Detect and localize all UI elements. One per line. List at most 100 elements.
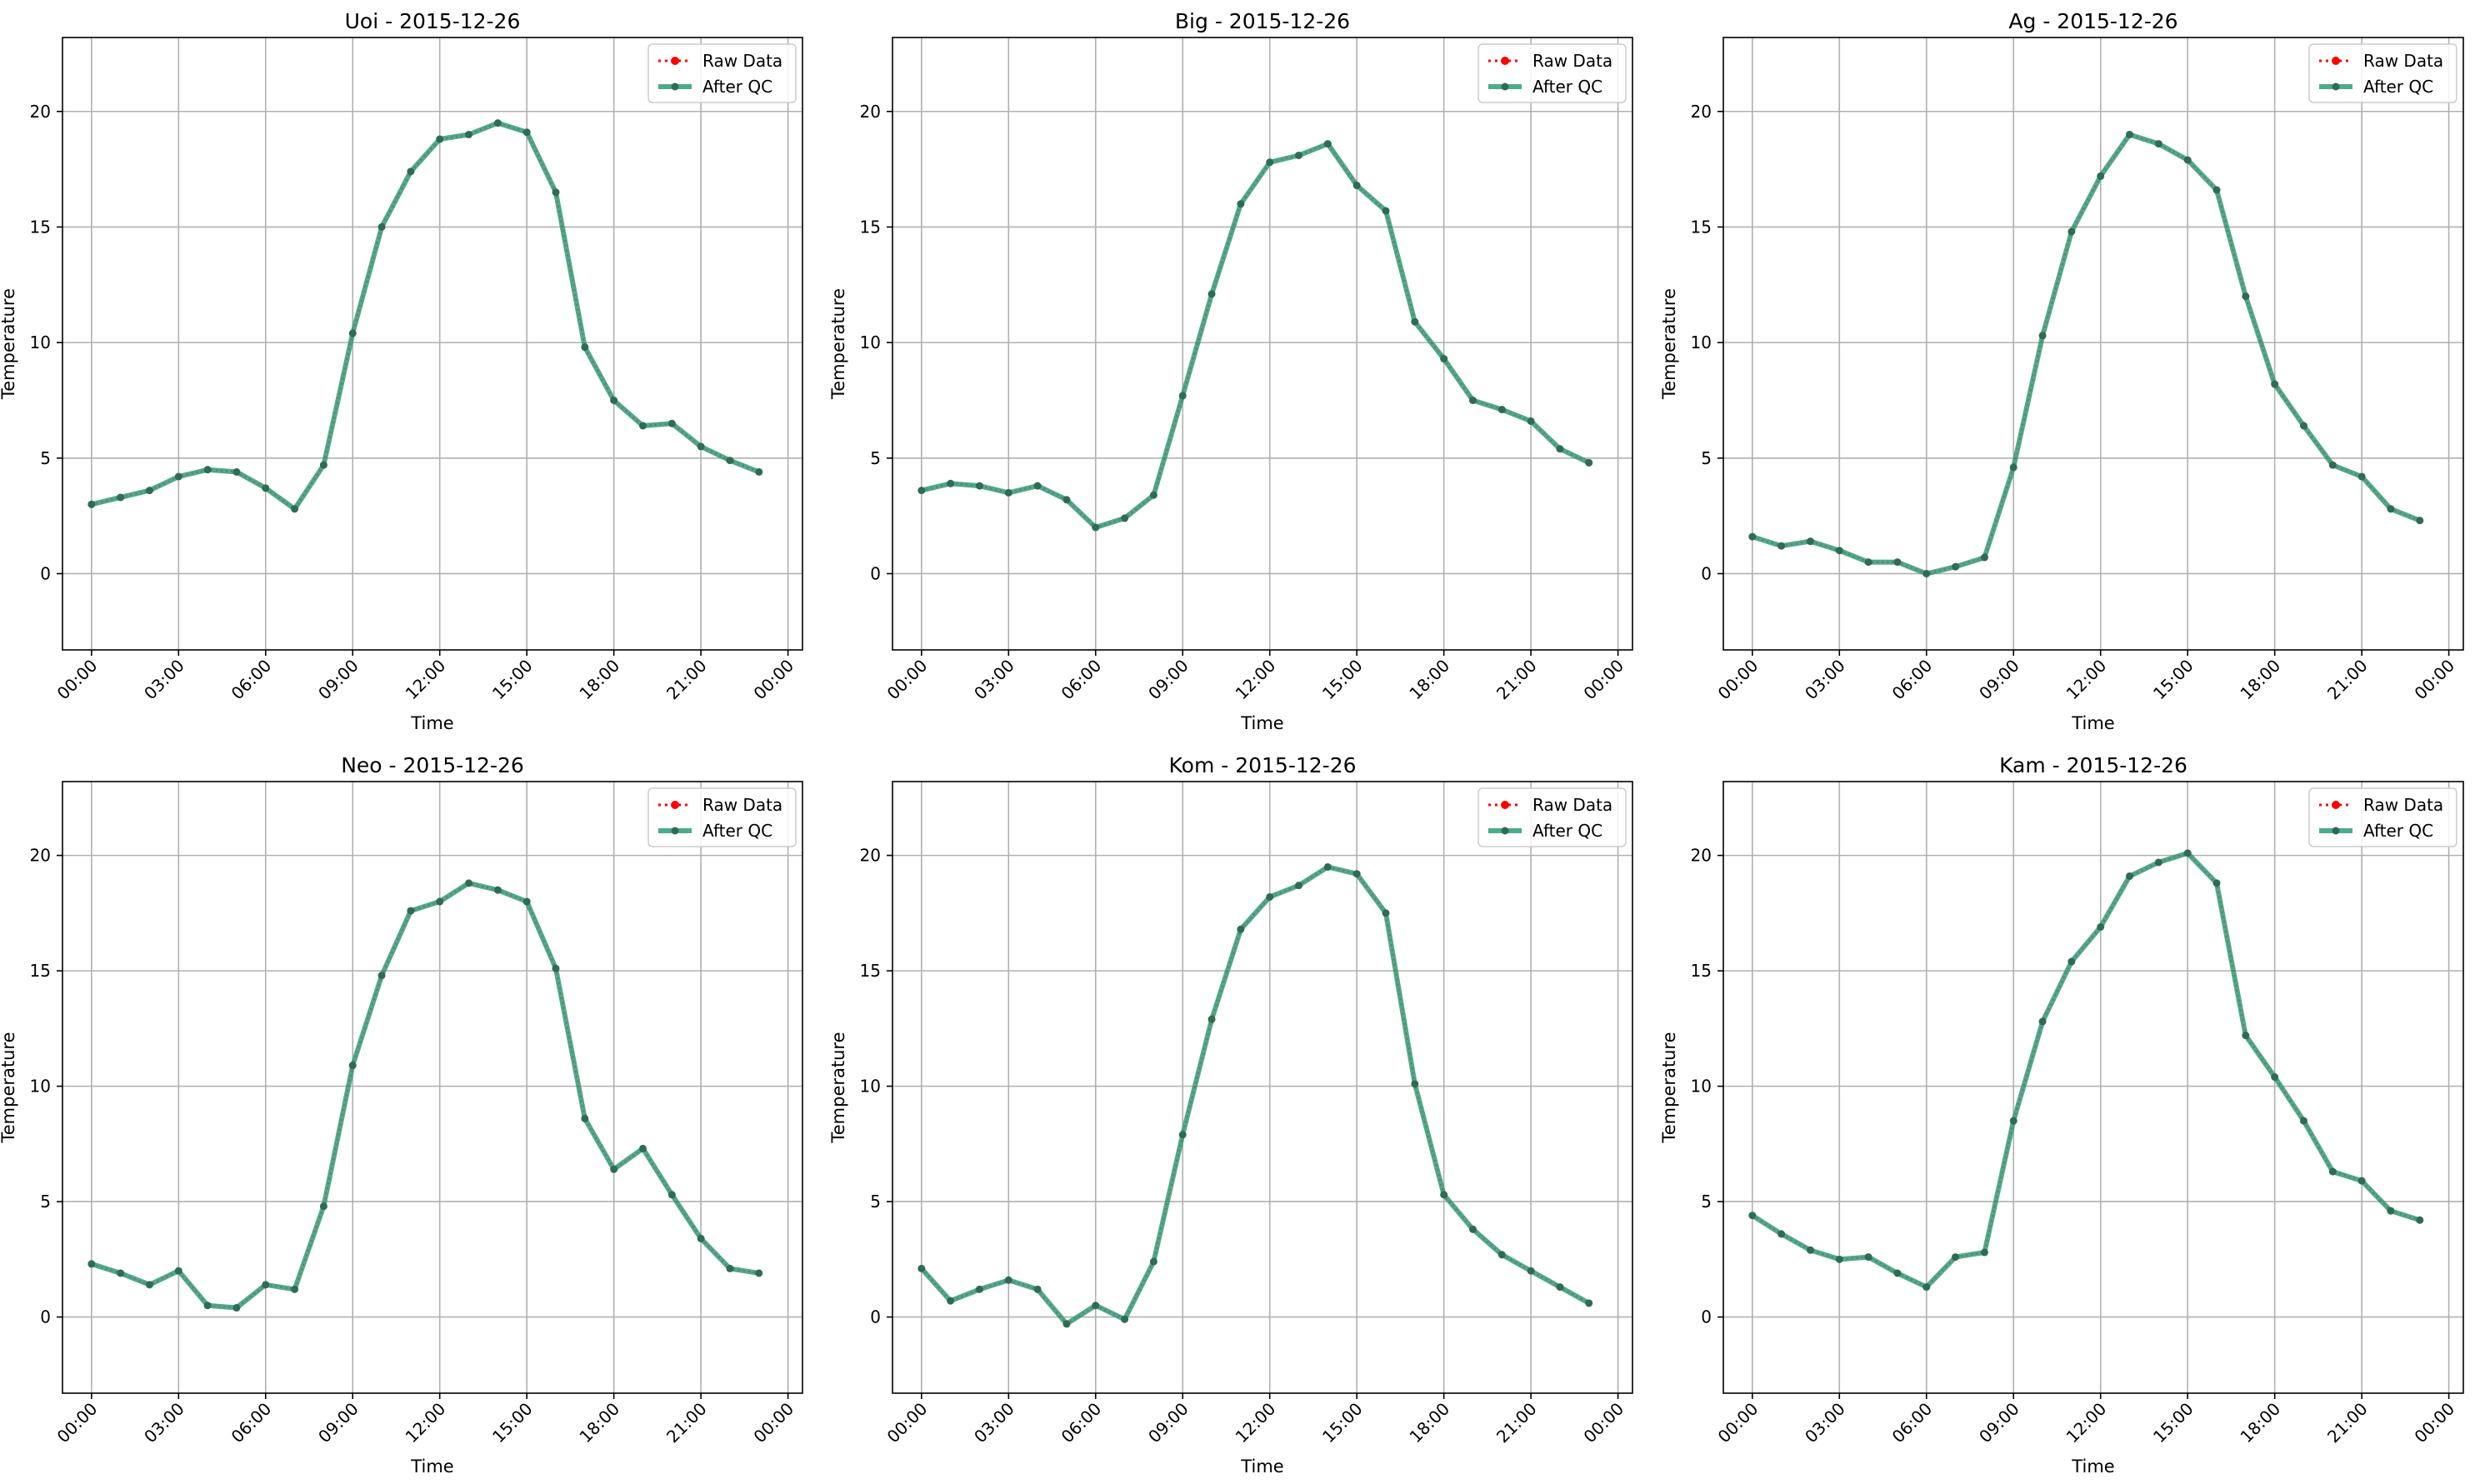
data-point xyxy=(378,972,386,980)
x-tick-label: 00:00 xyxy=(749,1399,798,1447)
legend-marker-qc xyxy=(2332,82,2340,91)
x-tick-label: 15:00 xyxy=(1318,1399,1367,1447)
data-point xyxy=(88,500,96,508)
data-point xyxy=(1498,406,1506,414)
y-tick-label: 10 xyxy=(860,332,881,352)
data-point xyxy=(1323,140,1332,148)
legend-marker-raw xyxy=(671,801,679,809)
data-point xyxy=(1893,1269,1902,1277)
legend: Raw Data After QC xyxy=(648,787,797,847)
data-point xyxy=(1062,496,1071,504)
x-tick-label: 03:00 xyxy=(1801,656,1849,704)
x-tick-label: 09:00 xyxy=(1144,656,1192,704)
data-point xyxy=(1527,417,1535,425)
data-point xyxy=(1864,558,1872,567)
data-point xyxy=(1149,1257,1158,1266)
subplot-title: Ag - 2015-12-26 xyxy=(2008,9,2178,33)
data-point xyxy=(319,1202,328,1211)
data-point xyxy=(348,1062,357,1070)
y-axis-label: Temperature xyxy=(0,1032,18,1143)
y-tick-label: 15 xyxy=(860,217,881,237)
data-point xyxy=(2126,872,2134,881)
subplot-title: Kam - 2015-12-26 xyxy=(1999,753,2188,777)
y-tick-label: 20 xyxy=(30,102,51,122)
legend-label-qc: After QC xyxy=(702,77,772,97)
x-axis-label: Time xyxy=(2071,1457,2114,1477)
legend-label-raw: Raw Data xyxy=(702,51,782,71)
data-point xyxy=(1835,547,1843,555)
data-point xyxy=(726,1264,734,1272)
x-axis-label: Time xyxy=(2071,713,2114,733)
y-tick-label: 10 xyxy=(860,1077,881,1097)
x-tick-label: 06:00 xyxy=(1888,1399,1937,1447)
data-point xyxy=(2183,849,2192,857)
y-tick-label: 15 xyxy=(1691,961,1712,981)
data-point xyxy=(1178,1131,1187,1139)
x-tick-label: 03:00 xyxy=(970,1399,1018,1447)
legend-label-qc: After QC xyxy=(1532,77,1602,97)
legend-marker-qc xyxy=(1501,827,1509,835)
axes-frame xyxy=(1722,37,2464,651)
y-tick-label: 0 xyxy=(1701,1307,1712,1327)
axes-frame xyxy=(892,781,1633,1394)
data-point xyxy=(1033,482,1042,490)
data-point xyxy=(1585,458,1593,467)
series-line-raw-data xyxy=(1752,852,2421,1289)
data-point xyxy=(1033,1285,1042,1293)
data-point xyxy=(581,343,589,352)
x-tick-label: 03:00 xyxy=(140,656,188,704)
grid xyxy=(892,37,1632,650)
data-point xyxy=(1121,514,1129,522)
y-tick-label: 5 xyxy=(870,448,881,468)
data-point xyxy=(1092,523,1100,532)
y-axis-label: Temperature xyxy=(1659,1032,1679,1143)
x-tick-label: 00:00 xyxy=(2410,656,2458,704)
legend-label-raw: Raw Data xyxy=(2363,795,2443,815)
data-point xyxy=(2271,380,2279,388)
x-tick-label: 12:00 xyxy=(1232,656,1280,704)
series-markers xyxy=(1748,130,2424,577)
series-markers xyxy=(88,119,763,513)
data-point xyxy=(552,188,560,197)
data-point xyxy=(2242,292,2250,301)
y-tick-label: 20 xyxy=(1691,846,1712,866)
legend: Raw Data After QC xyxy=(648,43,797,103)
series-line-after-qc xyxy=(1749,850,2422,1290)
data-point xyxy=(2416,1216,2424,1224)
data-point xyxy=(2242,1032,2250,1040)
x-tick-label: 18:00 xyxy=(1405,656,1453,704)
data-point xyxy=(1266,892,1274,901)
x-tick-label: 12:00 xyxy=(1232,1399,1280,1447)
x-tick-label: 15:00 xyxy=(1318,656,1367,704)
data-point xyxy=(918,1264,926,1272)
legend-marker-raw xyxy=(2332,57,2340,65)
x-tick-label: 00:00 xyxy=(749,656,798,704)
series-line-after-qc xyxy=(88,880,762,1311)
y-tick-label: 5 xyxy=(870,1192,881,1212)
series-line-after-qc xyxy=(1749,132,2422,577)
x-tick-label: 03:00 xyxy=(1801,1399,1849,1447)
data-point xyxy=(697,442,705,451)
data-point xyxy=(2299,422,2308,430)
x-tick-label: 06:00 xyxy=(1058,1399,1106,1447)
data-point xyxy=(2271,1073,2279,1082)
data-point xyxy=(638,422,647,430)
y-tick-label: 5 xyxy=(1701,448,1712,468)
data-point xyxy=(1092,1302,1100,1310)
grid xyxy=(62,782,802,1393)
data-point xyxy=(291,505,299,513)
y-tick-label: 10 xyxy=(30,332,51,352)
axes-frame xyxy=(62,37,803,651)
x-tick-label: 00:00 xyxy=(1579,656,1628,704)
data-point xyxy=(2212,879,2221,887)
subplot-5: 0 5 10 15 20 00:00 03:00 06:00 09:00 12:00 15:00 18… xyxy=(828,753,1633,1477)
x-axis-label: Time xyxy=(1240,713,1283,733)
data-point xyxy=(232,1304,241,1312)
legend-label-qc: After QC xyxy=(702,821,772,841)
data-point xyxy=(975,482,983,490)
series-markers xyxy=(918,140,1593,532)
x-tick-label: 21:00 xyxy=(662,1399,711,1447)
subplot-3: 0 5 10 15 20 00:00 03:00 06:00 09:00 12:00 15:00 18… xyxy=(1659,9,2464,733)
x-axis-label: Time xyxy=(410,713,453,733)
legend-label-raw: Raw Data xyxy=(1532,795,1612,815)
